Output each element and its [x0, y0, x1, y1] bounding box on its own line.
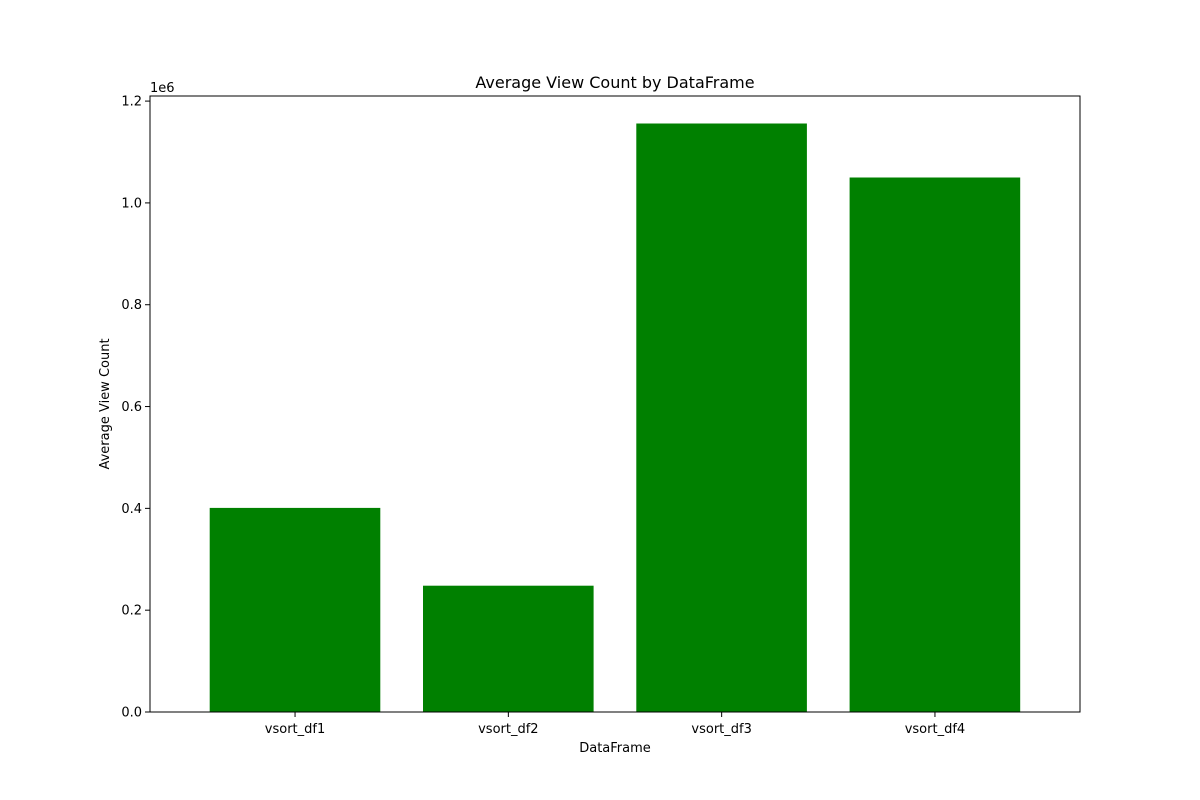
chart-title: Average View Count by DataFrame	[475, 73, 754, 92]
y-tick-label: 0.0	[121, 706, 142, 721]
bars-group	[209, 123, 1021, 712]
bar-vsort_df3	[636, 123, 807, 712]
bar-vsort_df2	[423, 585, 594, 712]
y-axis-label: Average View Count	[98, 338, 113, 469]
y-tick-label: 0.2	[121, 604, 142, 619]
x-tick-label: vsort_df3	[691, 722, 751, 737]
bar-vsort_df1	[209, 507, 381, 712]
y-tick-label: 1.0	[121, 196, 142, 211]
y-tick-label: 0.8	[121, 298, 142, 313]
x-axis-label: DataFrame	[579, 741, 651, 756]
x-tick-label: vsort_df2	[478, 722, 538, 737]
y-tick-label: 1.2	[121, 95, 142, 110]
ticks-group: vsort_df1 vsort_df2 vsort_df3 vsort_df4 0.0 0…	[121, 95, 965, 737]
y-tick-label: 0.4	[121, 502, 142, 517]
x-tick-label: vsort_df4	[905, 722, 965, 737]
plot-area-frame	[149, 95, 1081, 713]
y-axis-offset-label: 1e6	[150, 81, 175, 96]
x-tick-label: vsort_df1	[265, 722, 325, 737]
bar-vsort_df4	[849, 177, 1021, 712]
y-tick-label: 0.6	[121, 400, 142, 415]
